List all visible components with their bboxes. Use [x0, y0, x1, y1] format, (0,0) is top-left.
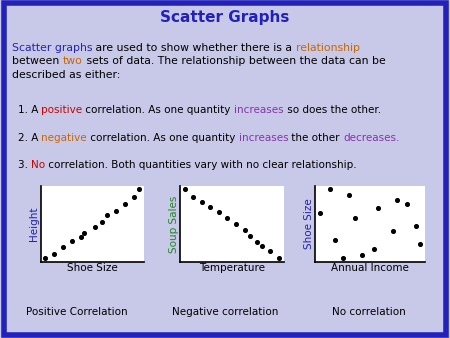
Point: [340, 256, 347, 261]
Point: [122, 201, 129, 207]
Text: two: two: [63, 56, 83, 66]
Y-axis label: Soup Sales: Soup Sales: [169, 195, 179, 252]
Y-axis label: Shoe Size: Shoe Size: [304, 198, 314, 249]
Text: relationship: relationship: [296, 43, 360, 53]
Point: [50, 251, 58, 257]
Text: decreases.: decreases.: [343, 132, 399, 143]
Text: Positive Correlation: Positive Correlation: [26, 307, 127, 317]
Text: No: No: [31, 160, 45, 170]
Text: No correlation: No correlation: [332, 307, 406, 317]
Point: [68, 239, 76, 244]
Point: [189, 194, 197, 199]
Point: [91, 224, 99, 230]
Text: 1. A: 1. A: [18, 105, 41, 115]
Point: [59, 244, 67, 250]
Point: [345, 192, 352, 197]
Point: [104, 213, 111, 218]
Point: [181, 187, 188, 192]
Text: correlation. Both quantities vary with no clear relationship.: correlation. Both quantities vary with n…: [45, 160, 357, 170]
Text: 2. A: 2. A: [18, 132, 41, 143]
Point: [403, 201, 410, 207]
Point: [99, 220, 106, 225]
Point: [393, 198, 400, 203]
Point: [241, 227, 248, 233]
Point: [253, 240, 260, 245]
Point: [267, 248, 274, 254]
Text: positive: positive: [41, 105, 82, 115]
Point: [233, 221, 240, 226]
Point: [258, 243, 265, 249]
Point: [215, 209, 222, 214]
X-axis label: Annual Income: Annual Income: [331, 263, 409, 273]
Point: [374, 205, 382, 210]
Point: [207, 204, 214, 209]
Y-axis label: Height: Height: [29, 207, 39, 241]
X-axis label: Temperature: Temperature: [199, 263, 265, 273]
Point: [413, 223, 420, 228]
Text: are used to show whether there is a: are used to show whether there is a: [93, 43, 296, 53]
Point: [41, 256, 49, 261]
Text: correlation. As one quantity: correlation. As one quantity: [82, 105, 234, 115]
Text: increases: increases: [238, 132, 288, 143]
Text: Scatter graphs: Scatter graphs: [12, 43, 93, 53]
Text: increases: increases: [234, 105, 284, 115]
Text: between: between: [12, 56, 63, 66]
Text: so does the other.: so does the other.: [284, 105, 381, 115]
Point: [136, 187, 143, 192]
Point: [224, 215, 231, 220]
Text: 3.: 3.: [18, 160, 31, 170]
Text: Negative correlation: Negative correlation: [172, 307, 278, 317]
Point: [351, 216, 358, 221]
Point: [81, 230, 88, 235]
Point: [77, 234, 84, 240]
Point: [130, 194, 138, 199]
Point: [417, 241, 424, 247]
Point: [370, 247, 378, 252]
Text: correlation. As one quantity: correlation. As one quantity: [87, 132, 238, 143]
Text: Scatter Graphs: Scatter Graphs: [160, 10, 290, 25]
Text: described as either:: described as either:: [12, 70, 120, 80]
Text: sets of data. The relationship between the data can be: sets of data. The relationship between t…: [83, 56, 385, 66]
Text: the other: the other: [288, 132, 343, 143]
Point: [112, 208, 120, 214]
Point: [316, 210, 324, 216]
Point: [359, 252, 366, 258]
Point: [390, 228, 397, 234]
Point: [275, 256, 283, 261]
Text: negative: negative: [41, 132, 87, 143]
X-axis label: Shoe Size: Shoe Size: [67, 263, 117, 273]
Point: [326, 187, 333, 192]
Point: [198, 199, 205, 204]
Point: [246, 234, 253, 239]
Point: [332, 238, 339, 243]
